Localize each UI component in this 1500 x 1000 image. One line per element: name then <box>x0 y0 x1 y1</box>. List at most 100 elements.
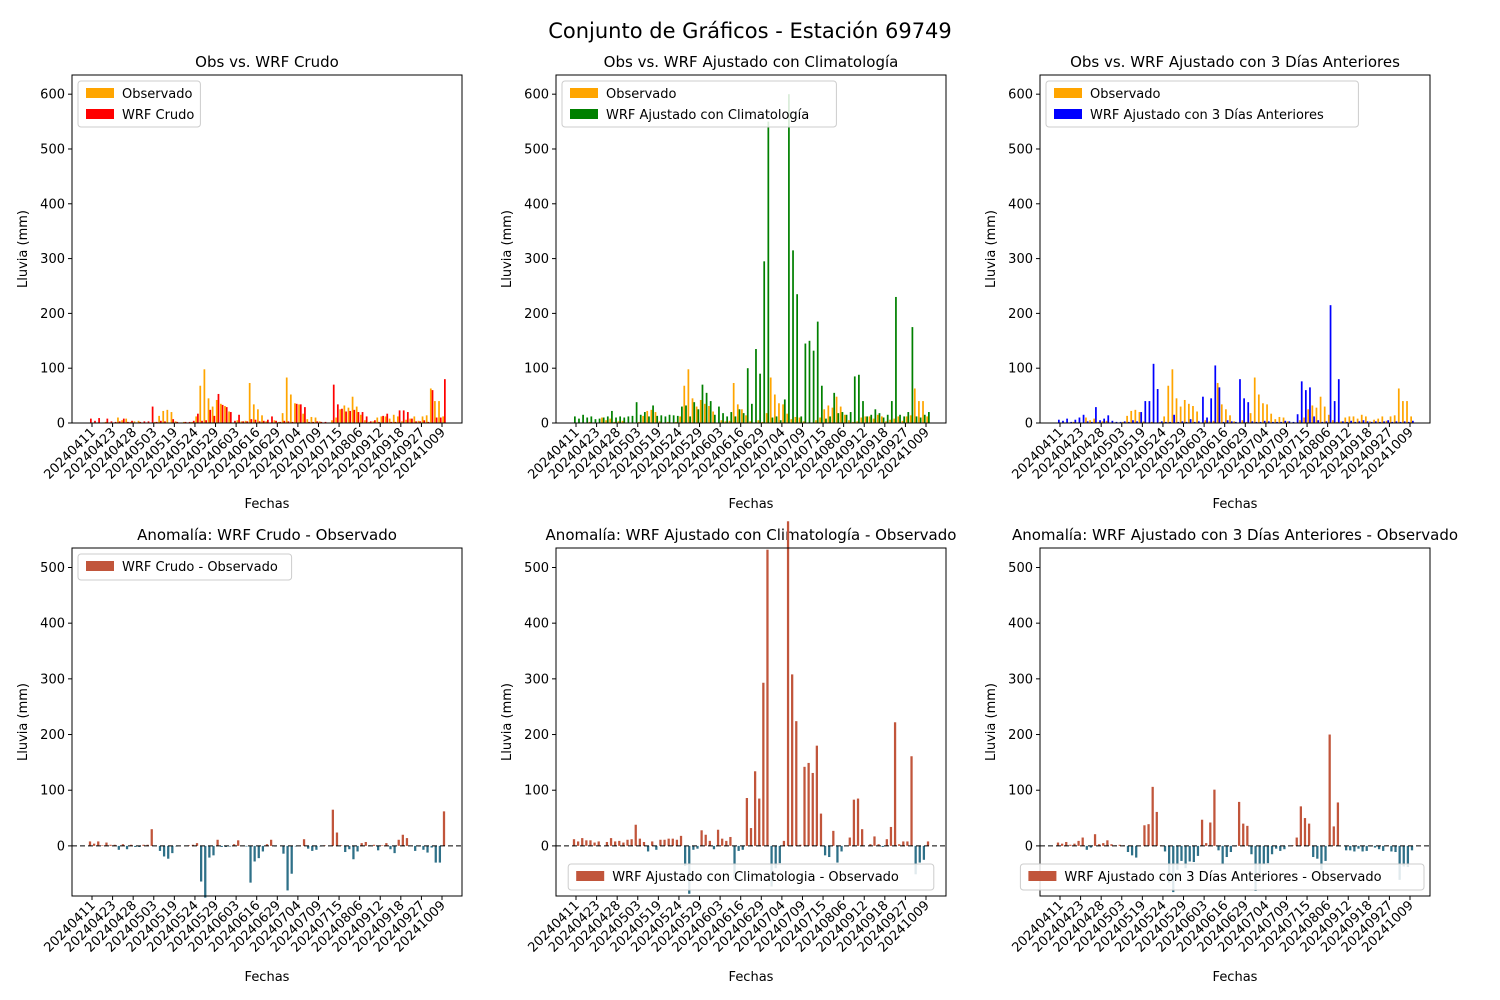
anomaly-bar <box>1143 825 1146 846</box>
bar-wrf <box>709 401 712 423</box>
bar-wrf <box>1342 421 1344 423</box>
bar-wrf <box>903 416 906 423</box>
bar-observado <box>125 418 128 423</box>
bar-observado <box>388 418 391 423</box>
bar-wrf <box>386 413 389 423</box>
bar-observado <box>1278 416 1281 423</box>
bar-wrf <box>648 416 650 423</box>
bar-wrf <box>718 406 720 423</box>
anomaly-bar <box>856 798 860 846</box>
anomaly-bar <box>232 844 236 846</box>
bar-wrf <box>411 418 413 423</box>
bar-observado <box>174 421 177 423</box>
bar-wrf <box>1226 420 1229 423</box>
y-axis-label: Lluvia (mm) <box>16 683 31 761</box>
bar-wrf <box>1152 363 1155 423</box>
anomaly-bar <box>1069 844 1072 846</box>
bar-wrf <box>635 402 638 423</box>
anomaly-bar <box>1353 845 1356 852</box>
bar-observado <box>1377 418 1380 423</box>
bar-observado <box>137 420 140 423</box>
bar-observado <box>211 406 214 423</box>
anomaly-bar <box>819 813 823 846</box>
anomaly-bar <box>741 845 744 850</box>
bar-wrf <box>246 421 249 423</box>
anomaly-bar <box>1225 845 1228 858</box>
bar-wrf <box>345 411 347 423</box>
legend-label: Observado <box>1090 87 1161 102</box>
anomaly-bar <box>737 845 740 851</box>
bar-observado <box>720 420 723 423</box>
legend-swatch <box>86 109 114 119</box>
bar-wrf <box>94 420 96 423</box>
bar-observado <box>1126 415 1128 423</box>
bar-observado <box>724 421 727 423</box>
bar-wrf <box>586 417 589 423</box>
bar-observado <box>773 394 776 423</box>
anomaly-bar <box>352 845 355 860</box>
anomaly-bar <box>430 845 433 848</box>
legend: Observado WRF Ajustado con 3 Días Anterio… <box>1045 80 1359 128</box>
bar-observado <box>839 406 842 423</box>
anomaly-bar <box>799 844 802 846</box>
anomaly-bar <box>791 674 794 846</box>
bar-observado <box>240 421 243 423</box>
legend: WRF Ajustado con 3 Días Anteriores - Obs… <box>1019 863 1425 891</box>
bar-wrf <box>1082 414 1085 423</box>
anomaly-bar <box>1217 845 1220 851</box>
y-tick-label: 100 <box>1008 362 1033 377</box>
anomaly-bar <box>1275 845 1278 849</box>
plot-frame <box>555 74 947 424</box>
bar-observado <box>926 416 928 423</box>
anomaly-bar <box>893 722 897 846</box>
bar-observado <box>1344 417 1347 423</box>
bar-wrf <box>751 403 753 423</box>
y-tick-label: 0 <box>57 839 65 854</box>
anomaly-bar <box>766 549 769 846</box>
bar-wrf <box>1321 421 1324 423</box>
anomaly-bar <box>167 845 170 859</box>
bar-observado <box>1179 406 1182 423</box>
anomaly-bar <box>782 840 786 846</box>
bar-wrf <box>775 416 778 423</box>
anomaly-bar <box>438 845 442 863</box>
bar-wrf <box>406 412 409 423</box>
anomaly-bar <box>836 845 839 863</box>
bar-wrf <box>287 421 290 423</box>
plot-frame <box>555 547 947 897</box>
chart-title: Obs vs. WRF Crudo <box>195 53 339 71</box>
bar-observado <box>1332 420 1334 423</box>
anomaly-bar <box>873 836 876 846</box>
bar-wrf <box>1263 420 1266 423</box>
bar-observado <box>302 413 305 423</box>
bar-observado <box>355 406 358 423</box>
anomaly-bar <box>1312 845 1315 858</box>
anomaly-bar <box>130 844 133 846</box>
bar-wrf <box>1300 381 1303 423</box>
anomaly-bar <box>852 799 856 846</box>
anomaly-bar <box>92 843 96 846</box>
bar-observado <box>1097 421 1100 423</box>
bar-wrf <box>258 421 261 423</box>
bar-wrf <box>643 412 646 423</box>
bar-wrf <box>427 421 430 423</box>
bar-wrf <box>299 404 302 423</box>
bar-observado <box>207 398 210 423</box>
bar-observado <box>425 415 428 423</box>
y-axis-label: Lluvia (mm) <box>500 683 515 761</box>
bar-wrf <box>332 384 335 423</box>
bar-observado <box>203 369 206 423</box>
y-axis-label: Lluvia (mm) <box>500 210 515 288</box>
anomaly-bar <box>840 845 843 852</box>
bar-observado <box>708 406 710 423</box>
y-tick-label: 100 <box>524 362 549 377</box>
bar-observado <box>790 419 793 423</box>
anomaly-bar <box>290 845 293 874</box>
bar-observado <box>409 418 412 423</box>
bar-wrf <box>788 94 790 424</box>
anomaly-bar <box>1073 843 1076 846</box>
bar-wrf <box>615 417 617 423</box>
anomaly-bar <box>712 845 716 850</box>
anomaly-bar <box>377 845 380 851</box>
anomaly-bar <box>749 828 753 846</box>
